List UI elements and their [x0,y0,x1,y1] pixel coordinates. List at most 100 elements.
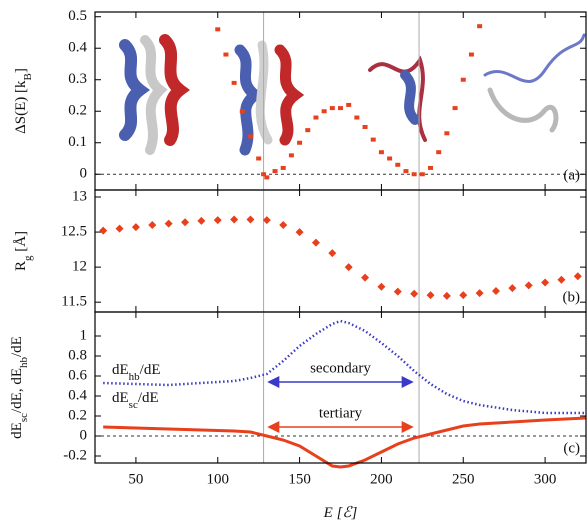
point [197,216,206,225]
point [297,140,303,145]
text-part: dE [112,390,129,406]
range-label: tertiary [319,405,363,421]
point [280,165,286,170]
protein-structure [159,34,190,146]
point [395,162,401,167]
text-part: ΔS(E) [k [13,80,29,134]
series-label: dEhb/dE [112,362,161,382]
point [148,221,157,230]
protein-structure [119,39,150,141]
point [411,172,417,177]
point [223,52,229,57]
text-part: /dE [138,390,159,406]
y-tick-label: -0.2 [63,447,87,463]
subscript: hb [129,371,141,383]
y-tick-label: 0.2 [68,103,87,119]
y-axis-label: dEsc/dE, dEhb/dE [9,336,29,439]
range-label: secondary [310,360,371,376]
point [541,278,550,287]
point [403,169,409,174]
point [362,124,368,129]
x-axis-label: E [ℰ] [323,505,358,521]
point [452,106,458,111]
point [436,150,442,155]
x-tick-label: 200 [370,471,393,487]
subscript: hb [18,357,30,369]
point [230,215,239,224]
point [378,150,384,155]
panel-label: (c) [563,440,580,456]
point [475,289,484,298]
point [239,109,245,114]
point [311,238,320,247]
y-axis-label: ΔS(E) [kB] [13,68,33,134]
x-tick-label: 100 [207,471,230,487]
point [393,287,402,296]
point [305,128,311,133]
protein-structure [140,35,168,155]
y-axis-label: Rg [Å] [13,231,33,271]
point [354,115,360,120]
point [288,153,294,158]
y-tick-label: 0.2 [68,407,87,423]
point [231,80,237,85]
point [477,24,483,29]
point [272,169,278,174]
point [361,273,370,282]
x-tick-label: 300 [534,471,557,487]
point [338,106,343,111]
point [377,282,386,291]
panel-label: (a) [563,167,580,183]
y-tick-label: 12 [72,259,87,275]
series-line [103,319,586,415]
y-tick-label: 0.4 [68,40,87,56]
point [426,291,435,300]
text-part: /dE [9,336,25,357]
point [213,216,222,225]
point [573,272,582,281]
point [247,134,253,139]
point [181,218,190,227]
point [444,131,450,136]
text-part: /dE [140,362,161,378]
point [99,226,108,235]
y-tick-label: 0.3 [68,71,87,87]
protein-structure [234,44,265,156]
point [131,223,140,232]
y-tick-label: 13 [72,188,87,204]
point [115,224,124,233]
y-tick-label: 0 [80,427,88,443]
series-label: dEsc/dE [112,390,159,410]
x-tick-label: 150 [288,471,311,487]
text-part: dE [112,362,129,378]
point [491,286,500,295]
text-part: /dE, dE [9,368,25,413]
point [370,137,376,142]
point [246,215,255,224]
protein-structures [119,33,586,156]
point [328,249,337,258]
y-tick-label: 0 [80,166,88,182]
y-tick-label: 12.5 [61,224,87,240]
text-part: dE [9,422,25,439]
point [387,156,393,161]
point [164,219,173,228]
point [524,281,533,290]
point [261,172,267,177]
point [460,77,466,82]
protein-structure [274,44,305,146]
point [557,275,566,284]
text-part: E [ℰ] [323,505,358,521]
point [262,216,271,225]
protein-structure [483,33,586,83]
panel-frame [94,311,587,464]
point [215,27,221,32]
point [329,106,335,111]
point [428,165,434,170]
protein-structure [400,70,420,125]
point [419,172,425,177]
series-line [103,416,587,469]
panel-label: (b) [563,289,581,305]
